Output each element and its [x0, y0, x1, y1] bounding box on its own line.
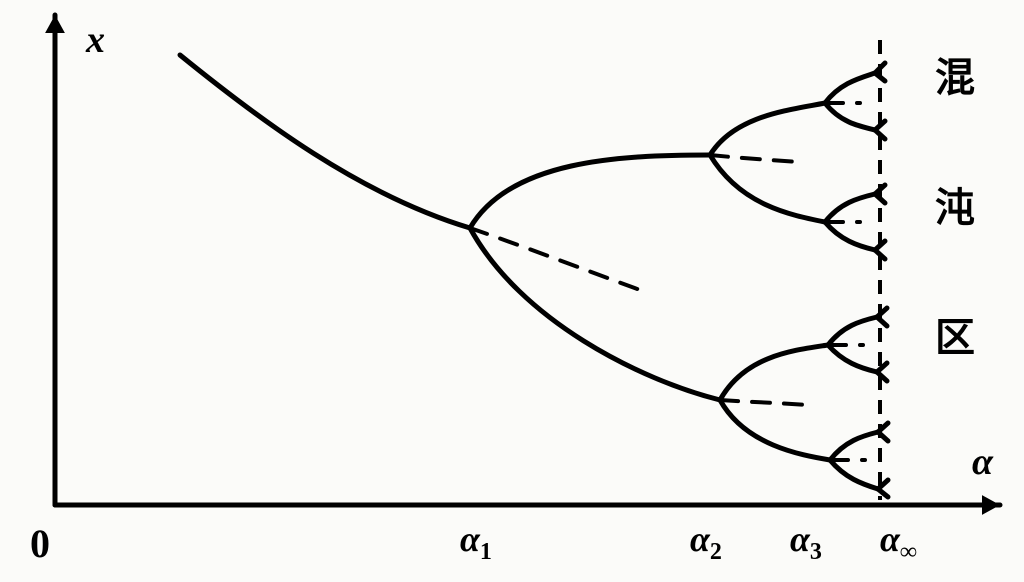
diagram-stage: x α 0 α1 α2 α3 α∞ 混沌区 — [0, 0, 1024, 582]
y-axis-label: x — [86, 18, 105, 62]
x-tick-0: α1 — [460, 518, 492, 566]
x-tick-1: α2 — [690, 518, 722, 566]
bifurcation-svg — [0, 0, 1024, 582]
region-label-1: 沌 — [935, 175, 975, 233]
x-axis-label: α — [972, 440, 993, 484]
origin-label: 0 — [30, 520, 50, 567]
region-label-0: 混 — [935, 45, 975, 103]
x-tick-2: α3 — [790, 518, 822, 566]
x-tick-3: α∞ — [880, 518, 917, 566]
region-label-2: 区 — [935, 305, 975, 363]
